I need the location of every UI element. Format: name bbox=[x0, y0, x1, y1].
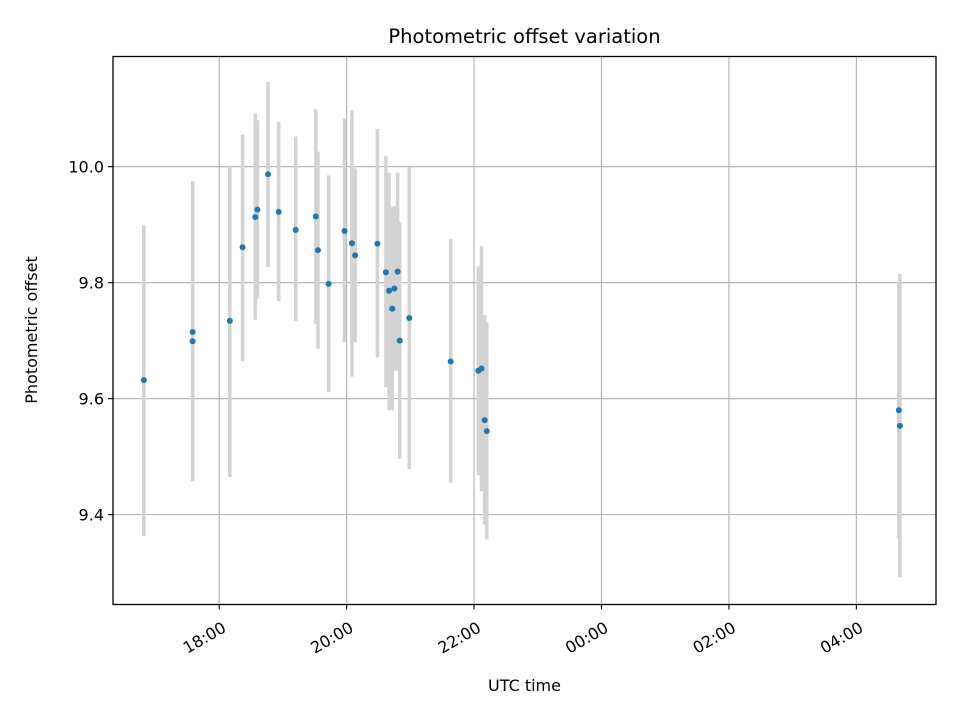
data-point bbox=[292, 226, 299, 233]
data-point bbox=[325, 280, 332, 287]
y-axis: 9.4 9.6 9.8 10.0 bbox=[68, 158, 113, 525]
data-point bbox=[348, 240, 355, 247]
x-axis-label: UTC time bbox=[488, 676, 561, 695]
data-point bbox=[374, 240, 381, 247]
data-point bbox=[352, 252, 359, 259]
data-point bbox=[389, 305, 396, 312]
data-points bbox=[140, 171, 903, 435]
data-point bbox=[382, 269, 389, 276]
data-point bbox=[140, 377, 147, 384]
data-point bbox=[394, 268, 401, 275]
data-point bbox=[481, 417, 488, 424]
data-point bbox=[478, 365, 485, 372]
y-tick-label: 9.4 bbox=[79, 506, 104, 525]
data-point bbox=[252, 214, 259, 221]
data-point bbox=[396, 337, 403, 344]
data-point bbox=[341, 228, 348, 235]
y-tick-label: 10.0 bbox=[68, 158, 104, 177]
data-point bbox=[896, 422, 903, 429]
data-point bbox=[447, 358, 454, 365]
grid bbox=[113, 56, 936, 605]
data-point bbox=[314, 247, 321, 254]
data-point bbox=[312, 213, 319, 220]
data-point bbox=[483, 428, 490, 435]
data-point bbox=[275, 208, 282, 215]
data-point bbox=[406, 315, 413, 322]
plot-frame bbox=[112, 55, 937, 606]
y-axis-label: Photometric offset bbox=[22, 256, 41, 404]
data-point bbox=[254, 206, 261, 213]
data-point bbox=[189, 338, 196, 345]
data-point bbox=[189, 328, 196, 335]
data-point bbox=[386, 287, 393, 294]
y-tick-label: 9.6 bbox=[79, 390, 104, 409]
data-point bbox=[391, 285, 398, 292]
data-point bbox=[226, 317, 233, 324]
chart-title: Photometric offset variation bbox=[388, 25, 660, 48]
data-point bbox=[265, 171, 272, 178]
data-point bbox=[895, 407, 902, 414]
data-point bbox=[239, 244, 246, 251]
y-tick-label: 9.8 bbox=[79, 274, 104, 293]
